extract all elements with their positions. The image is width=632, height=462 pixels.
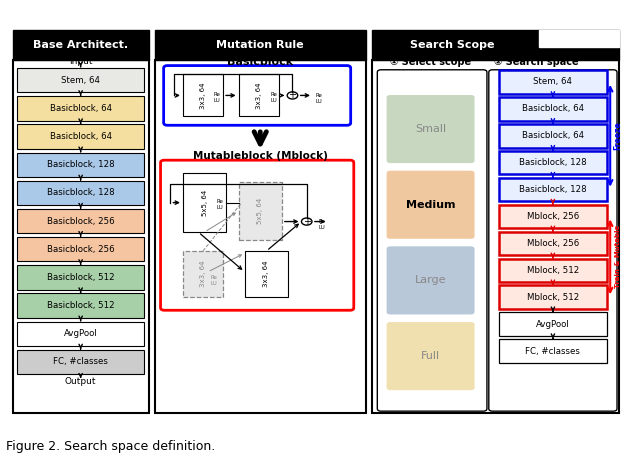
FancyBboxPatch shape xyxy=(164,66,351,125)
Text: Re
LU: Re LU xyxy=(270,92,277,103)
Text: Basicblock, 256: Basicblock, 256 xyxy=(47,217,114,225)
Text: ② Search space: ② Search space xyxy=(494,57,578,67)
Text: Stem, 64: Stem, 64 xyxy=(533,78,573,86)
Bar xyxy=(499,312,607,336)
FancyBboxPatch shape xyxy=(387,170,475,239)
Text: Mutation Rule: Mutation Rule xyxy=(216,40,304,50)
Text: AvgPool: AvgPool xyxy=(64,329,97,338)
Text: Stem, 64: Stem, 64 xyxy=(61,76,100,85)
Bar xyxy=(499,151,607,175)
Text: Small: Small xyxy=(415,124,446,134)
Text: Large: Large xyxy=(415,275,446,286)
Text: Basicblock, 128: Basicblock, 128 xyxy=(519,185,586,194)
Bar xyxy=(18,152,144,177)
Bar xyxy=(18,350,144,374)
Text: FC, #classes: FC, #classes xyxy=(53,358,108,366)
Bar xyxy=(18,96,144,121)
Text: 5x5, 64: 5x5, 64 xyxy=(202,189,207,216)
FancyBboxPatch shape xyxy=(377,70,487,411)
Text: Basicblock, 64: Basicblock, 64 xyxy=(522,131,584,140)
Bar xyxy=(499,231,607,255)
Text: Mblock, 256: Mblock, 256 xyxy=(527,212,579,221)
Text: Output: Output xyxy=(65,377,97,386)
Bar xyxy=(18,265,144,290)
FancyBboxPatch shape xyxy=(387,246,475,315)
FancyBboxPatch shape xyxy=(387,322,475,390)
Text: FC, #classes: FC, #classes xyxy=(525,346,580,356)
FancyBboxPatch shape xyxy=(489,70,617,411)
Text: Basicblock, 512: Basicblock, 512 xyxy=(47,301,114,310)
Text: Input: Input xyxy=(69,57,92,66)
Text: Basicblock: Basicblock xyxy=(227,57,293,67)
Bar xyxy=(372,30,619,60)
Text: Full: Full xyxy=(421,351,440,361)
Bar xyxy=(499,70,607,94)
Bar xyxy=(155,30,365,60)
Text: ① Select scope: ① Select scope xyxy=(390,57,471,67)
Text: Basicblock, 256: Basicblock, 256 xyxy=(47,245,114,254)
Text: Medium: Medium xyxy=(406,200,455,210)
FancyBboxPatch shape xyxy=(161,160,354,310)
Bar xyxy=(18,124,144,149)
Bar xyxy=(18,237,144,261)
Text: Re
LU: Re LU xyxy=(210,275,217,286)
Bar xyxy=(499,259,607,282)
Text: Mblock, 512: Mblock, 512 xyxy=(527,293,579,302)
Bar xyxy=(18,293,144,318)
Bar xyxy=(539,30,619,47)
Text: Basicblock, 64: Basicblock, 64 xyxy=(49,132,112,141)
Bar xyxy=(18,209,144,233)
Bar xyxy=(499,339,607,363)
Bar xyxy=(238,74,279,116)
Bar xyxy=(372,60,619,413)
Text: Basicblock, 64: Basicblock, 64 xyxy=(49,104,112,113)
Text: Re
LU: Re LU xyxy=(319,219,325,230)
Text: Figure 2. Search space definition.: Figure 2. Search space definition. xyxy=(6,440,216,453)
Text: Re
LU: Re LU xyxy=(315,93,322,104)
Text: Re
LU: Re LU xyxy=(217,199,224,210)
Text: 3x3, 64: 3x3, 64 xyxy=(264,261,269,287)
Text: Mblock, 512: Mblock, 512 xyxy=(527,266,579,275)
Bar xyxy=(183,74,223,116)
Text: Re
LU: Re LU xyxy=(214,92,221,103)
Text: Basicblock, 64: Basicblock, 64 xyxy=(522,104,584,113)
Bar xyxy=(18,68,144,92)
Bar xyxy=(499,124,607,147)
Text: Mutableblock (Mblock): Mutableblock (Mblock) xyxy=(193,152,328,161)
Text: +: + xyxy=(303,217,311,226)
Text: 5x5, 64: 5x5, 64 xyxy=(257,198,264,224)
Bar xyxy=(13,30,149,60)
Bar xyxy=(183,173,226,232)
Bar xyxy=(499,178,607,201)
Text: Basicblock, 128: Basicblock, 128 xyxy=(47,160,114,169)
Text: +: + xyxy=(288,91,296,100)
Text: Basicblock, 512: Basicblock, 512 xyxy=(47,273,114,282)
Text: 3x3, 64: 3x3, 64 xyxy=(200,261,206,287)
Text: AvgPool: AvgPool xyxy=(536,320,570,328)
Bar xyxy=(499,97,607,121)
Bar xyxy=(18,322,144,346)
Bar xyxy=(238,182,282,241)
Bar xyxy=(155,60,365,413)
Bar xyxy=(245,251,288,297)
Bar xyxy=(13,60,149,413)
Text: Freeze: Freeze xyxy=(613,122,622,150)
Bar xyxy=(499,205,607,228)
Text: Train & Mutable: Train & Mutable xyxy=(615,225,621,288)
Text: Mblock, 256: Mblock, 256 xyxy=(527,239,579,248)
Bar xyxy=(18,181,144,205)
Text: Basicblock, 128: Basicblock, 128 xyxy=(47,188,114,197)
FancyBboxPatch shape xyxy=(387,95,475,163)
Text: Base Architect.: Base Architect. xyxy=(33,40,128,50)
Text: 3x3, 64: 3x3, 64 xyxy=(200,82,206,109)
Text: Search Scope: Search Scope xyxy=(410,40,494,50)
Bar xyxy=(499,286,607,309)
Text: 3x3, 64: 3x3, 64 xyxy=(256,82,262,109)
Text: Basicblock, 128: Basicblock, 128 xyxy=(519,158,586,167)
Bar xyxy=(183,251,223,297)
